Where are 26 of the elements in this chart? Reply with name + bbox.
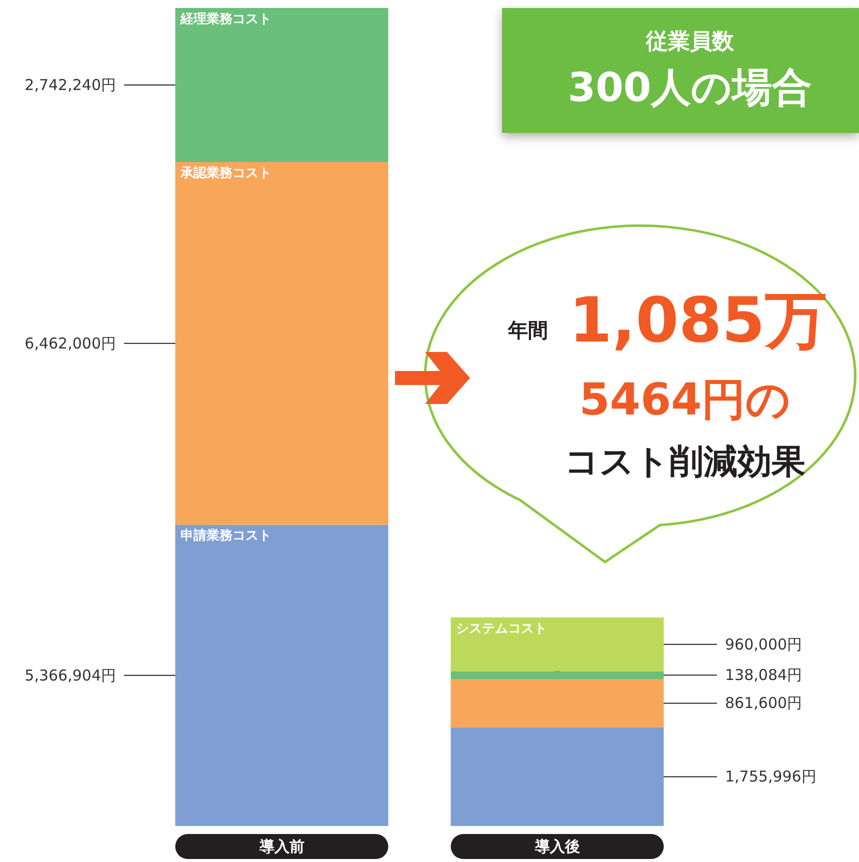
bar — [175, 524, 388, 826]
bar — [175, 162, 388, 525]
annotation: 5464円の — [579, 374, 791, 426]
annotation: 従業員数 — [645, 30, 735, 54]
data-label: 861,600円 — [725, 694, 802, 712]
bar — [450, 617, 664, 672]
series-label: 申請業務コスト — [180, 528, 272, 544]
data-label: 2,742,240円 — [24, 76, 116, 94]
annotation: コスト削減効果 — [564, 442, 806, 482]
annotation: 年間 — [507, 318, 548, 342]
data-label: 6,462,000円 — [24, 334, 116, 352]
data-label: 1,755,996円 — [725, 768, 816, 786]
bar — [450, 727, 664, 826]
data-label: 960,000円 — [725, 635, 802, 654]
bar — [450, 679, 664, 728]
x-tick-label: 導入後 — [534, 838, 580, 856]
series-label: 承認業務コスト — [179, 164, 272, 181]
bar — [175, 8, 388, 162]
data-label: 5,366,904円 — [24, 666, 116, 684]
data-label: 138,084円 — [725, 666, 802, 684]
series-label: システムコスト — [456, 621, 547, 636]
annotation: 300人の場合 — [568, 65, 812, 111]
series-label: 経理業務コスト — [179, 12, 272, 27]
bar — [450, 671, 664, 680]
annotation: 1,085万 — [568, 284, 828, 356]
x-tick-label: 導入前 — [258, 838, 304, 856]
